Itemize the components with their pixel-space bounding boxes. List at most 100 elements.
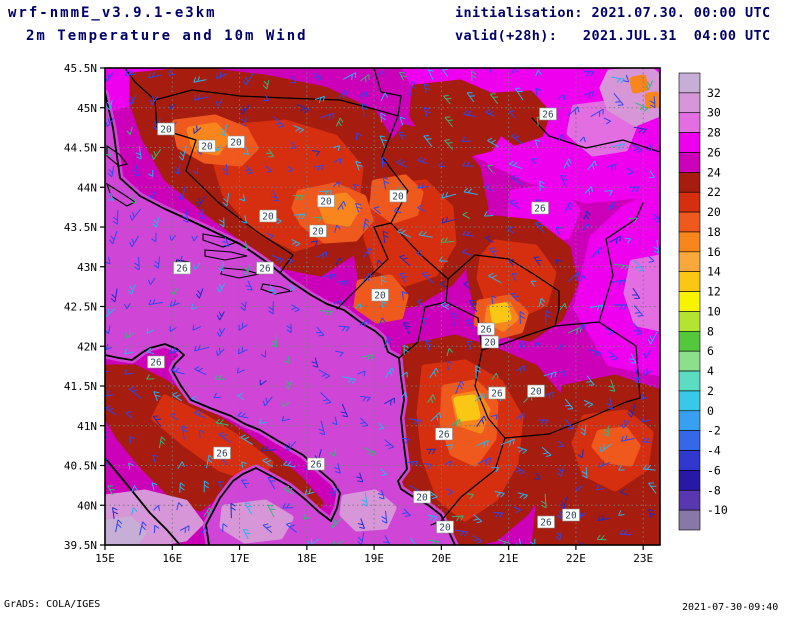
wind-barb xyxy=(535,69,542,77)
wind-barb xyxy=(507,226,514,234)
colorbar-segment xyxy=(678,430,701,451)
axis-text: 40N xyxy=(77,499,97,512)
lat-lon-grid xyxy=(105,68,660,545)
contour-label: 20 xyxy=(309,224,327,238)
svg-text:26: 26 xyxy=(438,430,450,441)
map-field xyxy=(105,68,660,545)
wind-barb xyxy=(476,439,489,448)
wind-barb xyxy=(417,156,428,164)
wind-barb xyxy=(131,507,138,516)
contour-label: 20 xyxy=(413,490,431,504)
wind-barb xyxy=(126,126,133,135)
wind-barb xyxy=(426,394,436,404)
wind-barb xyxy=(399,71,407,81)
wind-barb xyxy=(491,372,499,380)
wind-barb xyxy=(455,380,465,395)
wind-barb xyxy=(193,125,202,134)
contour-label: 20 xyxy=(227,135,245,149)
axis-text: 12 xyxy=(707,285,721,299)
wind-barb xyxy=(399,116,406,126)
wind-barb xyxy=(334,463,341,474)
wind-barb xyxy=(179,525,190,534)
wind-barb xyxy=(333,157,342,164)
wind-barb xyxy=(129,436,135,444)
wind-barb xyxy=(558,134,566,142)
wind-barb xyxy=(584,90,594,99)
wind-barb xyxy=(129,386,142,399)
wind-barb xyxy=(403,322,411,336)
wind-barb xyxy=(380,112,387,123)
wind-barb xyxy=(215,347,225,357)
wind-barb xyxy=(193,409,206,419)
wind-barb xyxy=(270,189,279,202)
wind-barb xyxy=(266,148,275,158)
wind-barb xyxy=(313,72,323,81)
wind-barb xyxy=(169,299,180,307)
wind-barb xyxy=(359,417,369,427)
wind-barb xyxy=(222,236,230,247)
wind-barb xyxy=(125,411,133,419)
wind-barb xyxy=(222,193,230,207)
wind-barb xyxy=(383,336,392,348)
wind-barb xyxy=(105,390,114,398)
wind-barb xyxy=(260,350,267,358)
wind-barb xyxy=(557,465,565,477)
wind-barb xyxy=(128,94,137,105)
wind-barb xyxy=(423,106,431,117)
wind-barb xyxy=(416,298,424,306)
wind-barb xyxy=(623,74,630,83)
wind-barb xyxy=(193,76,207,83)
wind-barb xyxy=(332,145,341,151)
wind-barb xyxy=(555,530,563,541)
axis-text: 40.5N xyxy=(64,460,97,473)
wind-barb xyxy=(195,196,206,207)
wind-barb xyxy=(169,346,179,354)
wind-barb xyxy=(267,504,276,518)
wind-barb xyxy=(108,192,115,201)
wind-barb xyxy=(216,311,225,321)
wind-barb xyxy=(290,140,297,149)
wind-barb xyxy=(291,238,301,247)
wind-barb xyxy=(158,436,166,449)
contour-label: 26 xyxy=(539,107,557,121)
wind-barb xyxy=(314,164,325,172)
wind-barb xyxy=(400,392,408,399)
wind-barb xyxy=(112,210,119,225)
wind-barb xyxy=(355,132,362,141)
wind-barb xyxy=(151,232,157,243)
wind-barb xyxy=(530,280,537,287)
wind-barb xyxy=(424,463,432,469)
wind-barb xyxy=(268,285,277,295)
wind-barb xyxy=(410,81,417,97)
wind-barb xyxy=(421,317,428,327)
wind-barb xyxy=(262,523,273,534)
svg-text:20: 20 xyxy=(312,227,324,238)
wind-barb xyxy=(618,510,625,516)
wind-barb xyxy=(171,366,185,375)
wind-barb xyxy=(216,327,226,337)
axis-text: 18E xyxy=(297,552,317,565)
wind-barb xyxy=(445,460,452,467)
wind-barbs xyxy=(105,68,660,545)
temp-region-16-18 xyxy=(644,91,660,109)
wind-barb xyxy=(487,164,493,173)
wind-barb xyxy=(653,239,660,254)
wind-barb xyxy=(199,429,205,439)
wind-barb xyxy=(356,472,364,483)
wind-barb xyxy=(134,256,140,271)
wind-barb xyxy=(151,482,158,491)
axis-text: 43N xyxy=(77,261,97,274)
axis-text: 44N xyxy=(77,181,97,194)
wind-barb xyxy=(271,333,278,348)
wind-barb xyxy=(130,485,138,493)
wind-barb xyxy=(174,164,181,175)
contour-label: 20 xyxy=(198,139,216,153)
axis-text: 22E xyxy=(566,552,586,565)
wind-barb xyxy=(497,539,511,545)
colorbar-segment xyxy=(678,231,701,253)
wind-barb xyxy=(181,425,188,440)
axis-text: 22 xyxy=(707,185,721,199)
wind-barb xyxy=(611,76,625,84)
wind-barb xyxy=(494,491,505,498)
wind-barb xyxy=(105,366,109,373)
